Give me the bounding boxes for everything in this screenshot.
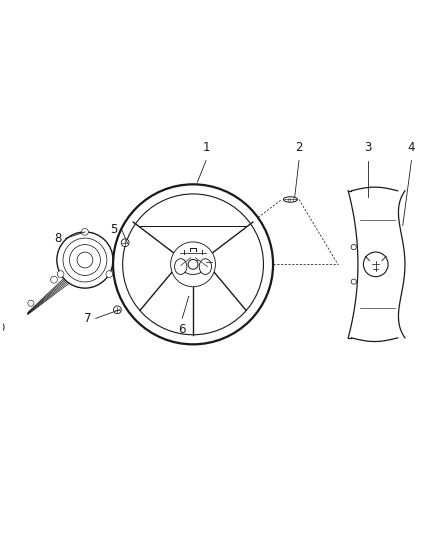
Ellipse shape [283, 197, 297, 202]
Circle shape [57, 271, 64, 278]
Circle shape [171, 242, 215, 287]
Circle shape [113, 306, 121, 313]
Circle shape [188, 260, 198, 269]
Circle shape [77, 252, 93, 268]
Text: 5: 5 [110, 223, 117, 236]
Circle shape [351, 279, 356, 284]
Circle shape [50, 276, 57, 283]
Circle shape [57, 232, 113, 288]
Text: 1: 1 [202, 141, 210, 154]
Circle shape [106, 271, 113, 278]
Polygon shape [348, 187, 405, 342]
Circle shape [351, 245, 356, 249]
Circle shape [121, 239, 129, 247]
Text: 6: 6 [179, 322, 186, 336]
Text: 3: 3 [364, 141, 372, 154]
Circle shape [0, 321, 4, 333]
Text: 4: 4 [408, 141, 415, 154]
Text: 2: 2 [295, 141, 303, 154]
Text: 8: 8 [54, 232, 61, 245]
Circle shape [113, 184, 273, 344]
Circle shape [28, 300, 34, 306]
Circle shape [81, 229, 88, 235]
Text: 7: 7 [84, 312, 92, 325]
